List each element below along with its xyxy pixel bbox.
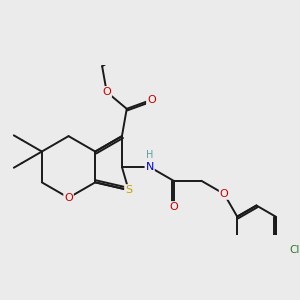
Text: S: S: [125, 185, 132, 195]
Text: O: O: [169, 202, 178, 212]
Text: Cl: Cl: [289, 244, 299, 255]
Text: H: H: [146, 150, 153, 160]
Text: O: O: [147, 95, 156, 105]
Text: O: O: [102, 87, 111, 97]
Text: N: N: [146, 162, 154, 172]
Text: O: O: [64, 193, 73, 203]
Text: O: O: [220, 189, 229, 199]
